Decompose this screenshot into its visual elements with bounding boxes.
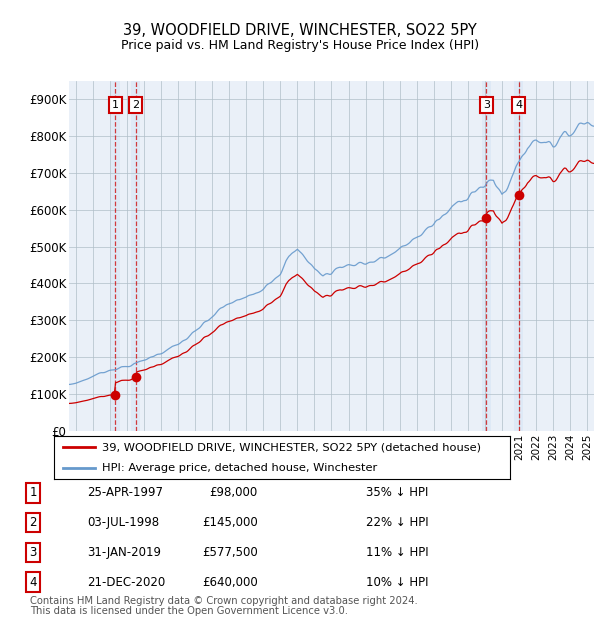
Text: 4: 4: [515, 100, 522, 110]
Text: £577,500: £577,500: [202, 546, 258, 559]
Text: HPI: Average price, detached house, Winchester: HPI: Average price, detached house, Winc…: [102, 463, 377, 473]
Text: 3: 3: [29, 546, 37, 559]
Text: £98,000: £98,000: [210, 487, 258, 499]
Text: 11% ↓ HPI: 11% ↓ HPI: [366, 546, 428, 559]
Bar: [111, 81, 119, 431]
Text: Price paid vs. HM Land Registry's House Price Index (HPI): Price paid vs. HM Land Registry's House …: [121, 39, 479, 52]
Bar: [482, 81, 491, 431]
Text: 10% ↓ HPI: 10% ↓ HPI: [366, 576, 428, 588]
Text: 39, WOODFIELD DRIVE, WINCHESTER, SO22 5PY: 39, WOODFIELD DRIVE, WINCHESTER, SO22 5P…: [123, 24, 477, 38]
Text: Contains HM Land Registry data © Crown copyright and database right 2024.: Contains HM Land Registry data © Crown c…: [30, 596, 418, 606]
Text: 2: 2: [29, 516, 37, 529]
Text: 35% ↓ HPI: 35% ↓ HPI: [366, 487, 428, 499]
Text: 31-JAN-2019: 31-JAN-2019: [87, 546, 161, 559]
Text: 1: 1: [112, 100, 119, 110]
Text: 03-JUL-1998: 03-JUL-1998: [87, 516, 159, 529]
Text: 21-DEC-2020: 21-DEC-2020: [87, 576, 165, 588]
Text: 1: 1: [29, 487, 37, 499]
Bar: [131, 81, 140, 431]
Text: 3: 3: [483, 100, 490, 110]
Bar: [514, 81, 523, 431]
Text: 2: 2: [132, 100, 139, 110]
Text: £145,000: £145,000: [202, 516, 258, 529]
Text: 25-APR-1997: 25-APR-1997: [87, 487, 163, 499]
Text: 39, WOODFIELD DRIVE, WINCHESTER, SO22 5PY (detached house): 39, WOODFIELD DRIVE, WINCHESTER, SO22 5P…: [102, 442, 481, 452]
Text: 22% ↓ HPI: 22% ↓ HPI: [366, 516, 428, 529]
Text: 4: 4: [29, 576, 37, 588]
Text: £640,000: £640,000: [202, 576, 258, 588]
Text: This data is licensed under the Open Government Licence v3.0.: This data is licensed under the Open Gov…: [30, 606, 348, 616]
